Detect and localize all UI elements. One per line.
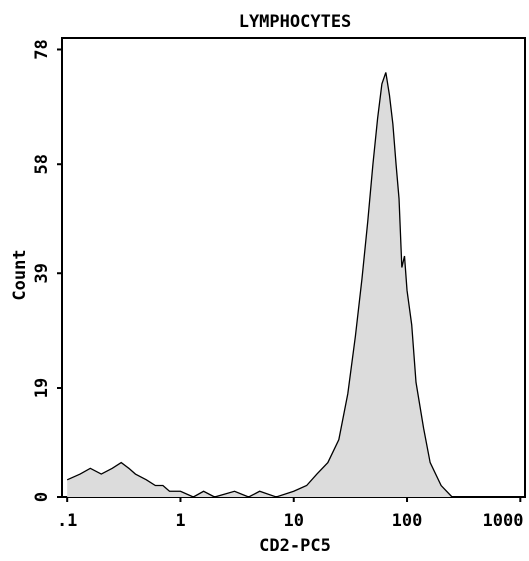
- plot-frame: [61, 37, 526, 498]
- x-axis-label: CD2-PC5: [259, 536, 331, 556]
- y-tick-label: 58: [32, 154, 52, 174]
- chart-title: LYMPHOCYTES: [239, 12, 352, 32]
- area-line: [66, 72, 453, 498]
- x-tick-label: 100: [392, 511, 423, 531]
- y-tick-label: 39: [32, 263, 52, 283]
- y-axis-label: Count: [10, 249, 30, 300]
- y-tick-label: 19: [32, 378, 52, 398]
- x-tick-label: 1000: [483, 511, 524, 531]
- y-tick-label: 0: [32, 492, 52, 502]
- area-fill: [67, 72, 453, 498]
- x-tick-label: 10: [284, 511, 304, 531]
- x-tick-label: 1: [175, 511, 185, 531]
- y-tick-label: 78: [32, 39, 52, 59]
- x-tick-label: .1: [57, 511, 77, 531]
